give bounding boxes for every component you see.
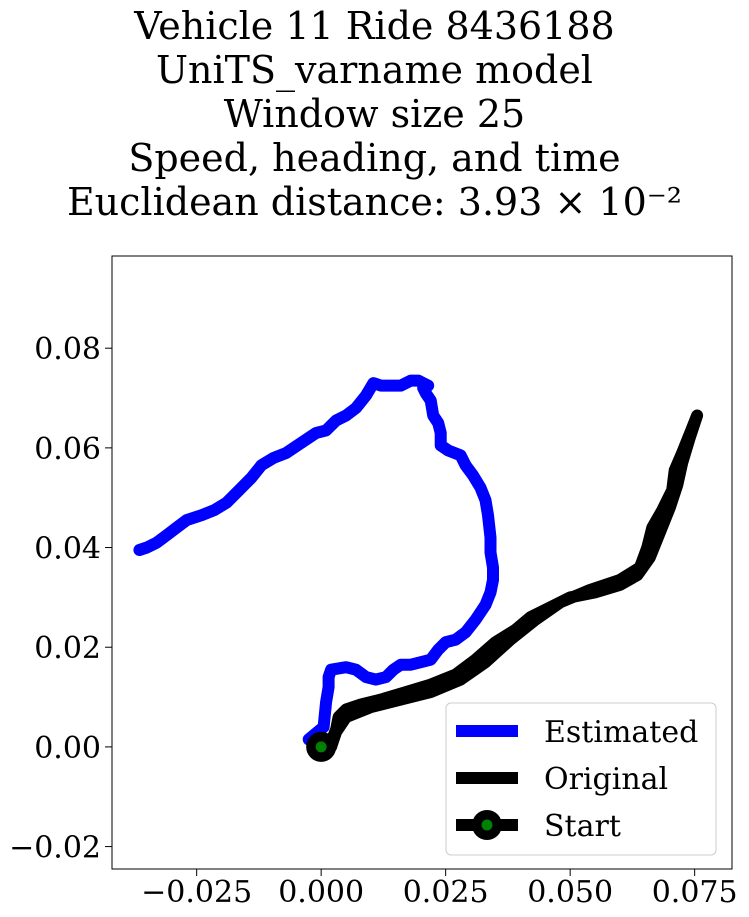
- x-tick-label: −0.025: [141, 875, 252, 910]
- title-line-1: Vehicle 11 Ride 8436188: [134, 4, 615, 48]
- legend-label-start: Start: [544, 809, 621, 844]
- legend-box: [445, 702, 717, 856]
- chart-title: Vehicle 11 Ride 8436188 UniTS_varname mo…: [0, 4, 749, 224]
- y-tick-label: 0.02: [34, 631, 101, 666]
- series-line-original: [315, 409, 704, 753]
- y-tick-label: 0.00: [34, 731, 101, 766]
- title-line-4: Speed, heading, and time: [128, 136, 621, 180]
- legend-label-estimated: Estimated: [544, 715, 698, 750]
- y-tick-label: 0.06: [34, 432, 101, 467]
- legend-label-original: Original: [544, 762, 668, 797]
- series-line-estimated: [133, 374, 499, 746]
- y-tick-label: 0.08: [34, 332, 101, 367]
- y-axis: −0.02 0.00 0.02 0.04 0.06 0.08: [9, 332, 112, 866]
- x-tick-label: 0.075: [652, 875, 738, 910]
- y-tick-label: 0.04: [34, 532, 101, 567]
- start-marker-inner: [315, 741, 327, 753]
- title-line-5: Euclidean distance: 3.93 × 10⁻²: [66, 180, 683, 224]
- x-tick-label: 0.025: [403, 875, 489, 910]
- plot-lines: [133, 374, 704, 762]
- plot-frame: [111, 255, 733, 870]
- title-line-3: Window size 25: [223, 92, 526, 136]
- x-tick-label: 0.050: [527, 875, 613, 910]
- legend-start-marker-inner: [481, 819, 493, 831]
- y-tick-label: −0.02: [9, 831, 101, 866]
- title-line-2: UniTS_varname model: [156, 48, 593, 92]
- x-axis: −0.025 0.000 0.025 0.050 0.075: [141, 869, 738, 910]
- x-tick-label: 0.000: [278, 875, 364, 910]
- legend: Estimated Original Start: [445, 702, 717, 856]
